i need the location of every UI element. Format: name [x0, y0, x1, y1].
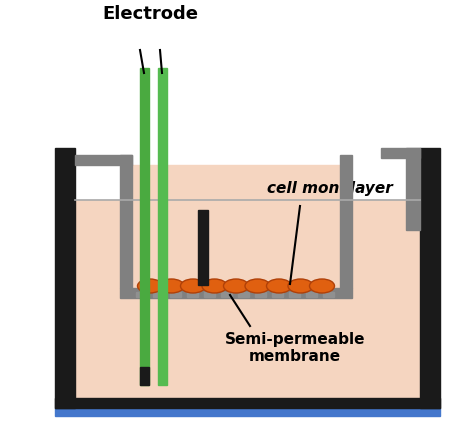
Bar — [55, 148, 75, 408]
Ellipse shape — [224, 279, 248, 293]
Bar — [120, 155, 132, 288]
Bar — [55, 408, 440, 416]
Bar — [198, 210, 208, 285]
Ellipse shape — [245, 279, 270, 293]
Ellipse shape — [266, 279, 292, 293]
Bar — [255, 292, 266, 297]
Ellipse shape — [137, 279, 163, 293]
Bar — [221, 292, 232, 297]
Bar — [289, 292, 300, 297]
Bar — [75, 155, 132, 165]
Ellipse shape — [159, 279, 184, 293]
Bar — [420, 148, 440, 408]
Bar — [55, 398, 440, 408]
Text: cell monolayer: cell monolayer — [267, 181, 393, 196]
Bar — [306, 292, 317, 297]
Bar — [272, 292, 283, 297]
Bar — [153, 292, 164, 297]
Bar — [75, 200, 420, 398]
Ellipse shape — [202, 279, 227, 293]
Bar — [158, 68, 167, 385]
Bar — [140, 68, 149, 385]
Bar — [381, 148, 420, 158]
Bar — [132, 165, 340, 288]
Bar — [120, 288, 352, 298]
Text: Semi-permeable
membrane: Semi-permeable membrane — [225, 332, 365, 364]
Text: Electrode: Electrode — [102, 5, 198, 23]
Bar — [170, 292, 181, 297]
Bar — [406, 148, 420, 230]
Bar — [136, 292, 147, 297]
Ellipse shape — [181, 279, 206, 293]
Ellipse shape — [288, 279, 313, 293]
Bar — [340, 155, 352, 288]
Bar — [204, 292, 215, 297]
Bar — [140, 367, 149, 385]
Bar — [187, 292, 198, 297]
Ellipse shape — [310, 279, 335, 293]
Bar — [238, 292, 249, 297]
Bar — [323, 292, 334, 297]
